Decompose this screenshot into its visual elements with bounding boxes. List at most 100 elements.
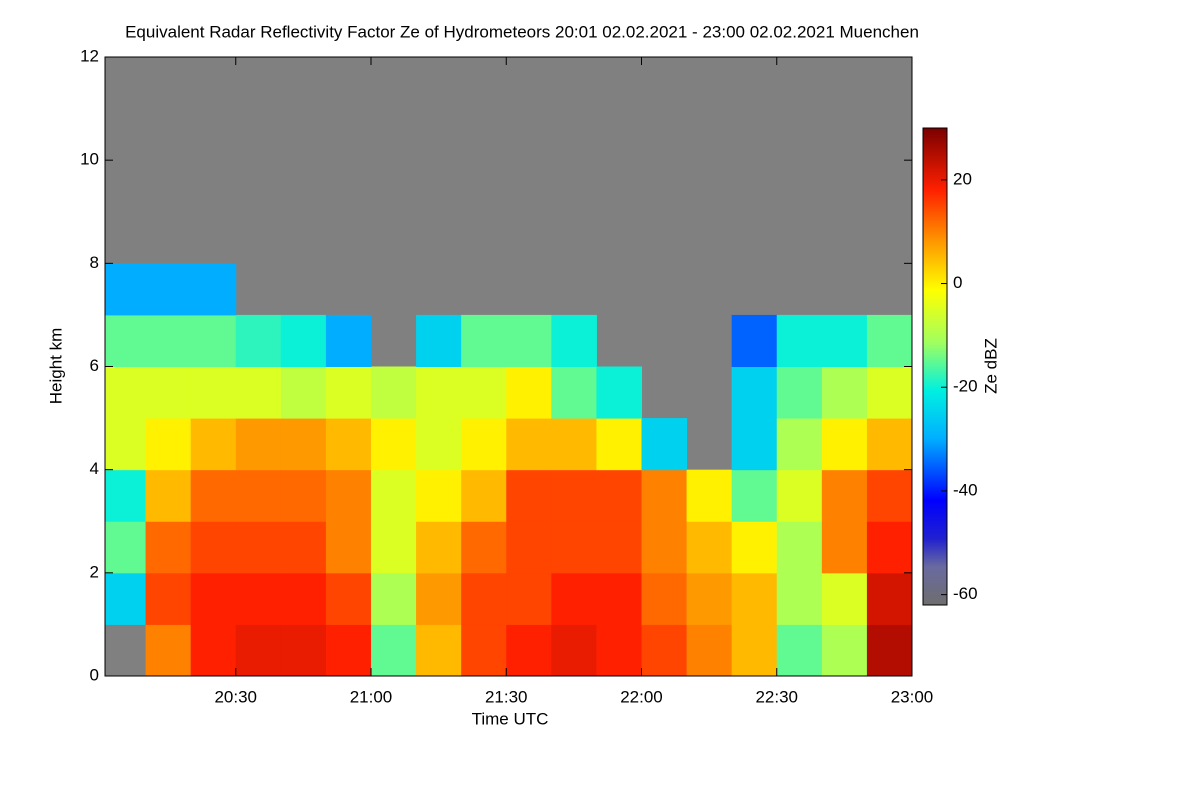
heatmap-cell [235, 418, 282, 471]
heatmap-cell [686, 469, 733, 522]
heatmap-cell [461, 521, 507, 574]
heatmap-cell [776, 624, 823, 676]
heatmap-cell [190, 366, 237, 419]
heatmap-cell [325, 418, 372, 471]
heatmap-cell [506, 521, 552, 574]
heatmap-cell [641, 521, 688, 574]
heatmap-cell [641, 572, 688, 625]
y-tick-label: 6 [90, 356, 99, 375]
heatmap-cell [145, 366, 192, 419]
heatmap-cell [731, 624, 778, 676]
heatmap-cell [776, 521, 823, 574]
heatmap-cell [370, 521, 417, 574]
heatmap-cell [821, 469, 868, 522]
x-tick-label: 22:00 [620, 687, 663, 706]
heatmap-cell [370, 572, 417, 625]
heatmap-cell [461, 469, 507, 522]
heatmap-cell [416, 314, 462, 367]
heatmap-cell [776, 572, 823, 625]
heatmap-cell [370, 366, 417, 419]
heatmap-cell [506, 314, 552, 367]
heatmap-cell [506, 469, 552, 522]
heatmap-cell [325, 314, 372, 367]
heatmap-cell [866, 418, 912, 471]
heatmap-cell [821, 572, 868, 625]
heatmap-cell [105, 572, 147, 625]
x-tick-label: 21:00 [350, 687, 393, 706]
heatmap-cell [866, 469, 912, 522]
heatmap-cell [145, 624, 192, 676]
y-tick-label: 0 [90, 665, 99, 684]
heatmap-cell [506, 418, 552, 471]
heatmap-cell [551, 366, 597, 419]
heatmap-cell [145, 314, 192, 367]
heatmap-cell [280, 521, 327, 574]
heatmap-cell [235, 314, 282, 367]
heatmap-cell [686, 521, 733, 574]
heatmap-cell [776, 366, 823, 419]
heatmap-cell [145, 572, 192, 625]
x-tick-label: 22:30 [755, 687, 798, 706]
colorbar-tick-label: 0 [953, 273, 962, 292]
heatmap-cell [596, 418, 642, 471]
heatmap-cell [506, 572, 552, 625]
heatmap [105, 263, 912, 676]
heatmap-cell [596, 572, 642, 625]
heatmap-cell [145, 469, 192, 522]
heatmap-cell [461, 572, 507, 625]
heatmap-cell [325, 366, 372, 419]
heatmap-cell [506, 624, 552, 676]
heatmap-cell [551, 418, 597, 471]
heatmap-cell [105, 366, 147, 419]
heatmap-cell [416, 521, 462, 574]
heatmap-cell [190, 572, 237, 625]
heatmap-cell [551, 314, 597, 367]
y-axis-label: Height km [46, 328, 65, 405]
heatmap-cell [325, 572, 372, 625]
heatmap-cell [235, 572, 282, 625]
heatmap-cell [776, 418, 823, 471]
heatmap-cell [821, 314, 868, 367]
heatmap-cell [596, 366, 642, 419]
heatmap-cell [145, 521, 192, 574]
heatmap-cell [105, 469, 147, 522]
heatmap-cell [325, 521, 372, 574]
heatmap-cell [370, 469, 417, 522]
heatmap-cell [370, 418, 417, 471]
colorbar-tick-label: -40 [953, 480, 978, 499]
heatmap-cell [280, 624, 327, 676]
heatmap-cell [686, 572, 733, 625]
heatmap-cell [821, 418, 868, 471]
heatmap-cell [686, 624, 733, 676]
heatmap-cell [190, 263, 237, 316]
heatmap-cell [641, 624, 688, 676]
heatmap-cell [190, 418, 237, 471]
heatmap-cell [280, 418, 327, 471]
heatmap-cell [190, 469, 237, 522]
heatmap-cell [461, 366, 507, 419]
heatmap-cell [235, 624, 282, 676]
heatmap-cell [776, 469, 823, 522]
heatmap-cell [416, 624, 462, 676]
heatmap-cell [731, 418, 778, 471]
y-tick-label: 4 [90, 459, 99, 478]
heatmap-cell [551, 469, 597, 522]
heatmap-cell [105, 521, 147, 574]
heatmap-cell [105, 418, 147, 471]
heatmap-cell [235, 521, 282, 574]
heatmap-cell [145, 263, 192, 316]
heatmap-cell [190, 521, 237, 574]
heatmap-cell [731, 366, 778, 419]
heatmap-cell [280, 366, 327, 419]
heatmap-cell [551, 624, 597, 676]
heatmap-cell [416, 366, 462, 419]
heatmap-cell [551, 572, 597, 625]
heatmap-cell [731, 469, 778, 522]
heatmap-cell [731, 314, 778, 367]
heatmap-cell [866, 624, 912, 676]
heatmap-cell [821, 624, 868, 676]
x-tick-label: 23:00 [891, 687, 934, 706]
heatmap-cell [325, 469, 372, 522]
heatmap-cell [235, 366, 282, 419]
